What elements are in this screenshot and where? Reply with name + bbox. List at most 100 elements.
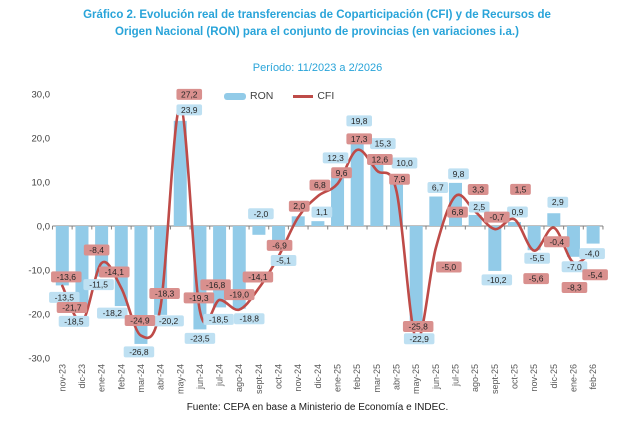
- bar-ron-ago-24: [232, 226, 246, 309]
- label-cfi-sept-24: -14,1: [248, 272, 268, 282]
- x-axis-month-label: ene-26: [568, 364, 578, 392]
- label-ron-nov-25: -5,5: [530, 253, 545, 263]
- label-box-ron-ene-25: [322, 152, 349, 164]
- label-box-ron-dic-25: [547, 196, 569, 208]
- label-box-ron-dic-24: [311, 206, 333, 218]
- x-axis-month-label: feb-25: [352, 364, 362, 390]
- bar-ron-sept-25: [488, 226, 502, 271]
- ron-bar-swatch-icon: [224, 92, 246, 100]
- bar-ron-may-24: [173, 120, 187, 226]
- label-box-ron-feb-24: [97, 307, 128, 319]
- label-cfi-nov-23: -13,6: [57, 272, 77, 282]
- label-cfi-jul-24: -16,8: [206, 280, 226, 290]
- label-ron-feb-25: 19,8: [351, 116, 368, 126]
- label-box-cfi-dic-25: [544, 236, 570, 248]
- x-axis-month-label: sept-24: [254, 364, 264, 394]
- label-box-cfi-jul-24: [200, 279, 231, 291]
- x-axis-month-label: abr-25: [392, 364, 402, 390]
- y-axis-tick-label: 30,0: [32, 90, 51, 101]
- label-box-ron-oct-25: [507, 206, 528, 218]
- label-ron-dic-24: 1,1: [316, 207, 328, 217]
- y-axis-tick-label: -10,0: [28, 266, 50, 277]
- label-ron-feb-24: -18,2: [103, 308, 123, 318]
- label-box-cfi-feb-25: [346, 133, 372, 145]
- bar-ron-sept-24: [252, 226, 266, 235]
- label-cfi-jun-25: -5,0: [442, 262, 457, 272]
- label-box-cfi-nov-25: [523, 273, 549, 285]
- label-ron-ago-25: 2,5: [473, 202, 485, 212]
- label-cfi-dic-25: -0,4: [549, 237, 564, 247]
- label-box-cfi-ene-24: [83, 244, 110, 256]
- label-box-ron-jul-25: [448, 168, 469, 180]
- legend-label-cfi: CFI: [317, 90, 335, 102]
- bar-ron-feb-25: [350, 138, 364, 226]
- label-box-cfi-nov-24: [288, 200, 310, 212]
- x-axis-month-label: nov-24: [293, 364, 303, 392]
- x-axis-month-label: feb-24: [116, 364, 126, 390]
- y-axis-tick-label: -20,0: [28, 310, 50, 321]
- label-box-ron-may-24: [176, 104, 203, 116]
- label-box-cfi-nov-23: [51, 271, 82, 283]
- label-box-ron-oct-24: [270, 254, 297, 266]
- chart-legend: RON CFI: [224, 90, 334, 102]
- label-box-cfi-ene-26: [561, 282, 588, 294]
- label-cfi-ago-24: -19,0: [230, 290, 250, 300]
- x-axis-month-label: jun-24: [195, 364, 205, 390]
- label-ron-mar-24: -26,8: [129, 347, 149, 357]
- label-ron-dic-25: 2,9: [552, 197, 564, 207]
- x-axis-month-label: nov-23: [57, 364, 67, 392]
- label-ron-ago-24: -18,8: [240, 314, 260, 324]
- label-box-cfi-ago-24: [223, 289, 255, 301]
- label-cfi-jun-24: -19,3: [189, 293, 209, 303]
- label-box-cfi-ene-25: [331, 167, 352, 179]
- x-axis-month-label: jun-25: [431, 364, 441, 390]
- cfi-line-swatch-icon: [293, 94, 314, 98]
- chart-title: Gráfico 2. Evolución real de transferenc…: [83, 9, 551, 39]
- label-cfi-dic-24: 6,8: [314, 180, 326, 190]
- label-box-ron-abr-24: [153, 315, 184, 327]
- x-axis-month-label: nov-25: [529, 364, 539, 392]
- bar-ron-jun-25: [429, 196, 443, 226]
- label-box-ron-dic-23: [58, 315, 90, 327]
- label-box-cfi-may-24: [176, 88, 203, 100]
- label-box-cfi-sept-24: [242, 271, 274, 283]
- x-axis-month-label: dic-24: [313, 364, 323, 389]
- bar-ron-ene-26: [566, 226, 580, 257]
- y-axis-tick-label: -30,0: [28, 354, 50, 365]
- x-axis-month-label: may-24: [175, 364, 185, 394]
- label-box-ron-mar-24: [123, 346, 155, 358]
- x-axis-month-label: jul-24: [215, 364, 225, 387]
- label-box-cfi-oct-25: [510, 183, 531, 195]
- x-axis-month-label: may-25: [411, 364, 421, 394]
- label-box-ron-nov-25: [524, 252, 550, 264]
- bar-ron-feb-24: [114, 226, 128, 307]
- label-ron-ene-25: 12,3: [327, 153, 344, 163]
- label-box-ron-ago-25: [468, 201, 490, 213]
- label-box-cfi-dic-24: [309, 179, 331, 191]
- label-box-cfi-mar-24: [124, 315, 156, 327]
- label-ron-sept-25: -10,2: [487, 275, 507, 285]
- label-box-ron-may-25: [403, 333, 435, 345]
- bar-ron-mar-24: [134, 226, 148, 344]
- bar-ron-jun-24: [193, 226, 207, 330]
- legend-label-ron: RON: [250, 90, 274, 102]
- label-cfi-mar-25: 12,6: [372, 155, 389, 165]
- label-box-cfi-jun-24: [183, 292, 215, 304]
- label-ron-jun-25: 6,7: [432, 183, 444, 193]
- label-cfi-ene-25: 9,6: [336, 168, 348, 178]
- bar-ron-nov-25: [527, 226, 541, 251]
- bar-ron-may-25: [409, 226, 423, 327]
- x-axis-month-label: ene-25: [333, 364, 343, 392]
- label-box-cfi-may-25: [402, 321, 434, 333]
- x-axis-month-label: dic-23: [77, 364, 87, 389]
- label-ron-ene-26: -7,0: [567, 262, 582, 272]
- label-ron-jul-25: 9,8: [453, 169, 465, 179]
- label-box-cfi-sept-25: [484, 211, 510, 223]
- label-box-ron-sept-24: [248, 208, 274, 220]
- label-cfi-nov-25: -5,6: [529, 274, 544, 284]
- label-ron-may-25: -22,9: [409, 334, 429, 344]
- y-axis-tick-label: 20,0: [32, 134, 51, 145]
- label-ron-oct-24: -5,1: [276, 255, 291, 265]
- label-ron-jun-24: -23,5: [190, 333, 210, 343]
